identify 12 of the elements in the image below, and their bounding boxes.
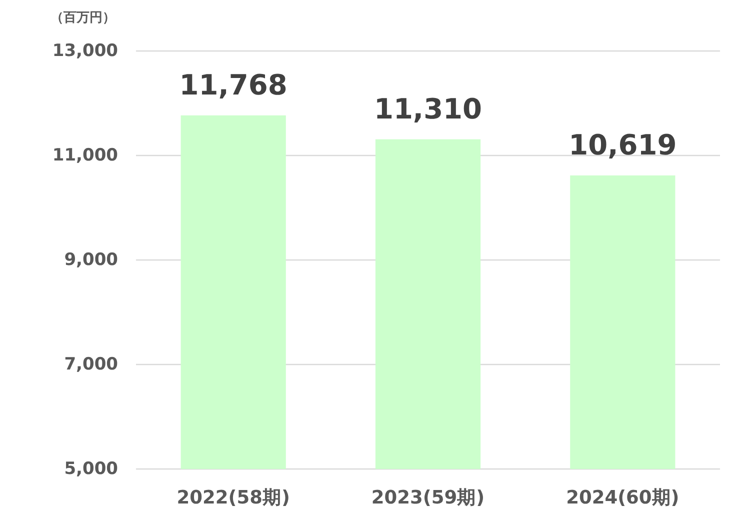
y-tick-label: 7,000 <box>64 354 118 374</box>
x-tick-label: 2023(59期) <box>371 488 485 508</box>
x-tick-label: 2024(60期) <box>566 488 680 508</box>
y-tick-label: 9,000 <box>64 250 118 270</box>
ylabel: （百万円） <box>50 10 116 26</box>
y-tick-label: 13,000 <box>52 41 118 61</box>
data-label: 11,310 <box>374 92 482 126</box>
x-tick-label: 2022(58期) <box>176 488 290 508</box>
data-label: 10,619 <box>568 128 677 162</box>
y-tick-label: 11,000 <box>52 146 118 166</box>
y-tick-label: 5,000 <box>64 459 118 479</box>
data-label: 11,768 <box>179 68 288 102</box>
